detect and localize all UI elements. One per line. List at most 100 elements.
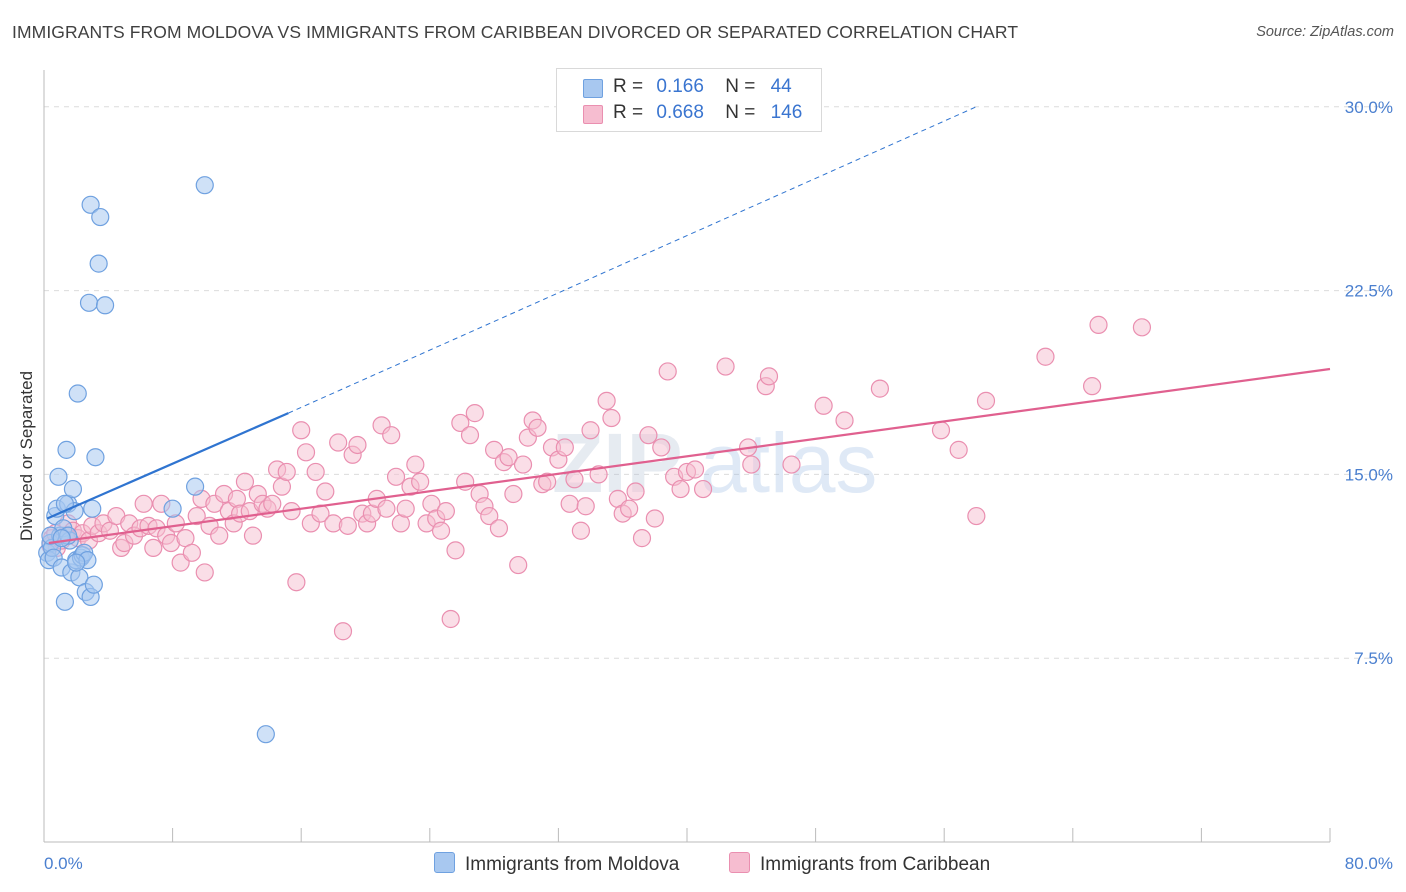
caribbean-point-143 <box>976 391 996 410</box>
caribbean-point-89 <box>460 426 480 445</box>
moldova-point-7 <box>49 467 68 486</box>
caribbean-point-131 <box>716 357 735 376</box>
caribbean-point-99 <box>509 555 528 575</box>
moldova-point-16 <box>63 479 83 499</box>
legend-n-label: N = <box>725 102 756 123</box>
moldova-point-42 <box>67 553 86 572</box>
x-tick-label-max: 80.0% <box>1345 854 1393 873</box>
caribbean-point-111 <box>571 521 591 540</box>
caribbean-point-100 <box>513 455 533 474</box>
caribbean-point-121 <box>632 529 652 548</box>
caribbean-point-130 <box>693 479 713 499</box>
bottom-legend-caribbean: Immigrants from Caribbean <box>729 852 990 876</box>
caribbean-point-28 <box>166 514 185 533</box>
caribbean-point-93 <box>480 506 499 526</box>
moldova-point-28 <box>83 499 102 518</box>
caribbean-point-95 <box>489 519 509 538</box>
moldova-point-33 <box>91 207 110 227</box>
caribbean-point-55 <box>292 421 311 440</box>
caribbean-point-86 <box>446 541 465 560</box>
caribbean-point-115 <box>597 391 616 410</box>
moldova-point-19 <box>68 384 87 403</box>
caribbean-point-116 <box>602 408 621 428</box>
caribbean-point-127 <box>671 479 690 499</box>
caribbean-point-129 <box>685 460 705 479</box>
moldova-point-30 <box>86 448 105 467</box>
caribbean-point-49 <box>263 494 282 513</box>
caribbean-point-135 <box>759 367 779 386</box>
y-tick-label-1: 15.0% <box>1345 465 1393 484</box>
caribbean-point-124 <box>652 438 671 457</box>
legend-swatch-caribbean <box>583 105 603 124</box>
legend-n-value-caribbean: 146 <box>770 102 803 123</box>
y-tick-labels: 7.5% 15.0% 22.5% 30.0% <box>1345 98 1393 668</box>
moldova-point-26 <box>79 293 99 312</box>
bottom-legend-swatch-moldova <box>434 852 455 873</box>
caribbean-point-41 <box>227 489 246 508</box>
moldova-point-38 <box>256 725 275 744</box>
axes <box>43 70 1331 843</box>
caribbean-point-133 <box>742 455 761 474</box>
moldova-point-12 <box>57 440 76 459</box>
legend-r-value-moldova: 0.166 <box>656 76 704 97</box>
caribbean-point-125 <box>658 362 677 381</box>
caribbean-point-87 <box>451 413 470 433</box>
caribbean-point-66 <box>348 435 367 455</box>
caribbean-trend-line <box>48 367 1331 545</box>
moldova-point-11 <box>55 592 74 611</box>
caribbean-point-64 <box>338 516 357 535</box>
caribbean-point-72 <box>377 499 396 518</box>
caribbean-point-136 <box>782 455 801 474</box>
trend-lines <box>46 106 1331 545</box>
caribbean-point-60 <box>316 482 335 501</box>
caribbean-point-123 <box>645 509 664 528</box>
bottom-legend-label-caribbean: Immigrants from Caribbean <box>760 854 991 875</box>
caribbean-point-147 <box>1132 318 1152 337</box>
caribbean-point-62 <box>329 433 348 452</box>
caribbean-point-144 <box>1036 347 1055 366</box>
chart-title: IMMIGRANTS FROM MOLDOVA VS IMMIGRANTS FR… <box>12 22 1019 42</box>
caribbean-point-141 <box>949 440 968 459</box>
y-tick-label-3: 30.0% <box>1345 98 1393 117</box>
moldova-trend-line <box>46 412 289 520</box>
caribbean-point-109 <box>560 494 579 513</box>
bottom-legend-moldova: Immigrants from Moldova <box>434 852 679 876</box>
legend-n-value-moldova: 44 <box>770 76 792 97</box>
caribbean-point-58 <box>306 462 325 482</box>
caribbean-point-78 <box>406 455 425 474</box>
caribbean-point-120 <box>626 482 645 501</box>
caribbean-point-114 <box>589 465 608 484</box>
caribbean-point-142 <box>967 506 986 526</box>
caribbean-point-73 <box>382 426 401 445</box>
watermark: ZIP atlas <box>552 416 877 510</box>
caribbean-point-79 <box>411 472 430 491</box>
caribbean-point-139 <box>870 379 890 398</box>
bottom-legend-label-moldova: Immigrants from Moldova <box>465 854 680 875</box>
moldova-point-32 <box>89 254 108 273</box>
caribbean-point-84 <box>436 502 455 521</box>
caribbean-point-97 <box>499 448 518 467</box>
caribbean-point-140 <box>931 421 951 440</box>
legend-n-label: N = <box>725 76 756 97</box>
caribbean-point-138 <box>835 411 854 430</box>
caribbean-point-76 <box>396 499 415 518</box>
caribbean-point-90 <box>465 404 484 423</box>
grid-lines <box>44 106 1393 659</box>
moldova-point-36 <box>186 477 205 496</box>
legend-swatch-moldova <box>583 79 603 98</box>
caribbean-point-94 <box>485 440 504 459</box>
moldova-trend-extension <box>288 106 977 414</box>
y-tick-label-2: 22.5% <box>1345 282 1393 301</box>
caribbean-point-74 <box>386 467 406 486</box>
caribbean-point-34 <box>195 563 214 582</box>
moldova-point-31 <box>81 195 100 214</box>
caribbean-point-98 <box>504 484 523 504</box>
legend-r-label: R = <box>613 102 644 123</box>
moldova-point-43 <box>52 529 71 548</box>
legend-r-value-caribbean: 0.668 <box>656 102 704 123</box>
caribbean-point-146 <box>1089 315 1108 334</box>
caribbean-point-63 <box>333 622 353 641</box>
legend-r-label: R = <box>613 76 644 97</box>
legend: R = 0.166 N = 44 R = 0.668 N = 146 <box>556 68 822 132</box>
